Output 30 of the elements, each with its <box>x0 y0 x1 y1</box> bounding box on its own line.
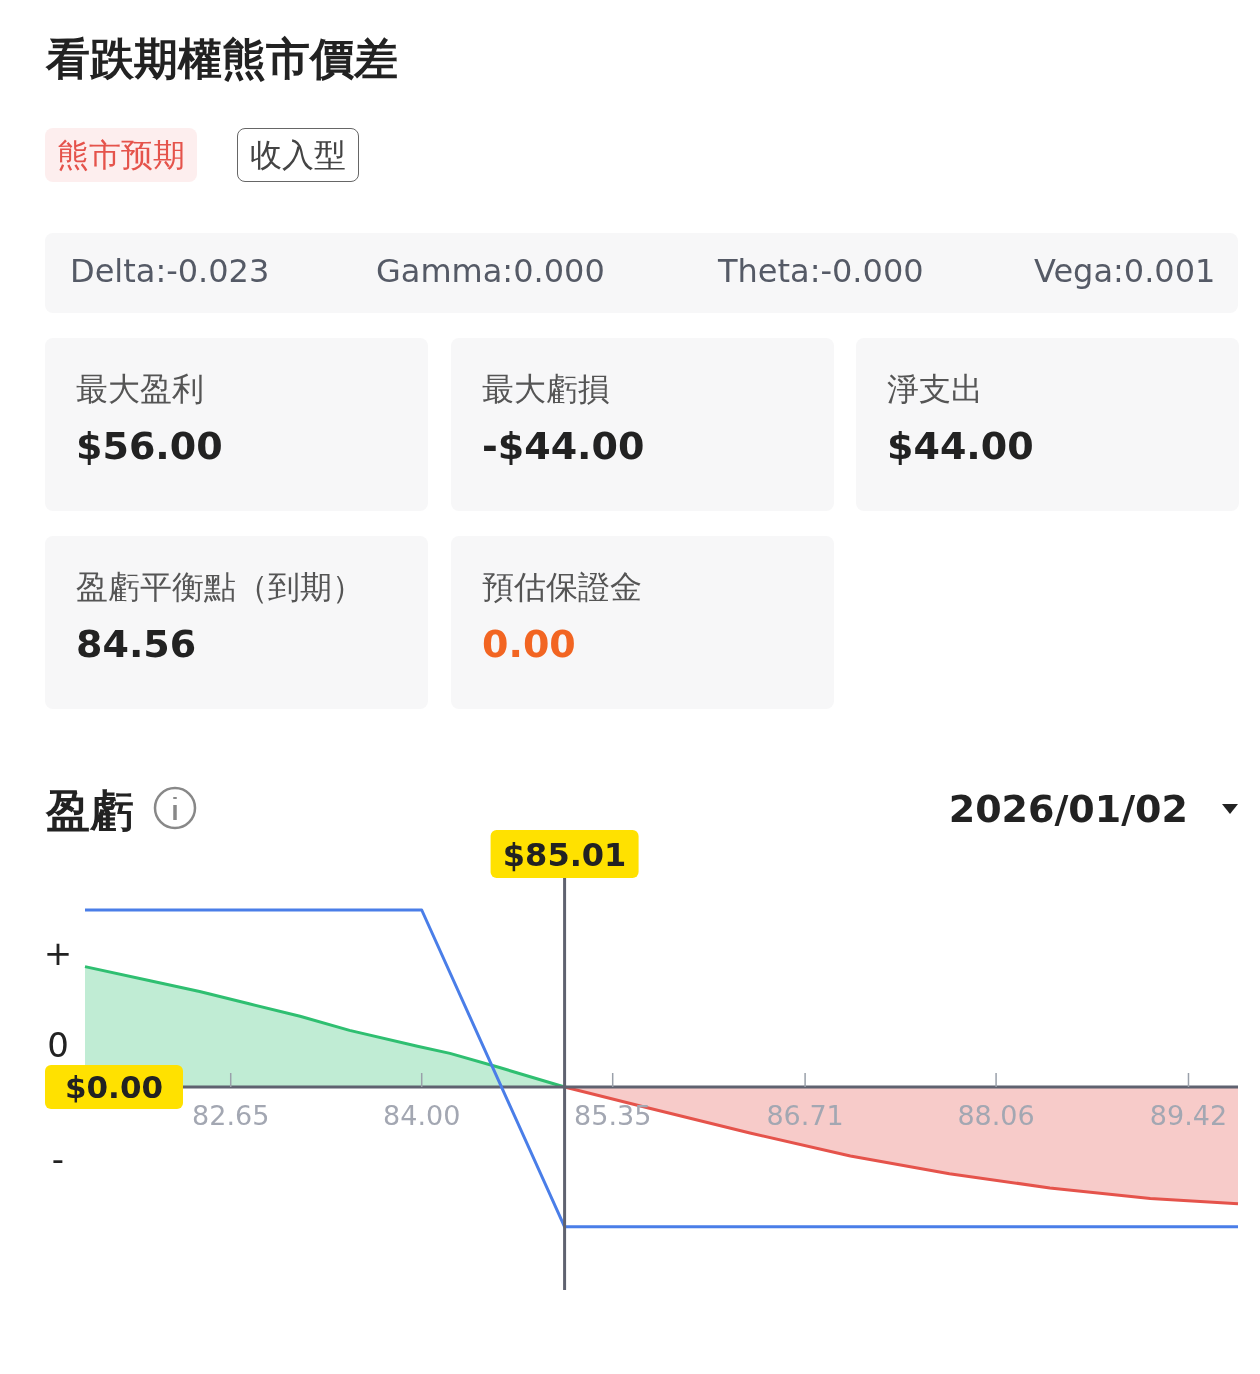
text: + <box>43 933 73 973</box>
ref-line-label: $85.01 <box>502 836 627 874</box>
text: 0.00 <box>482 622 576 666</box>
chart-subtitle: 2026/01/02 <box>948 787 1188 831</box>
text: $44.00 <box>887 424 1034 468</box>
text: 看跌期權熊市價差 <box>46 32 398 86</box>
text: - <box>51 1139 65 1179</box>
text: Vega:0.001 <box>1034 252 1216 290</box>
chart-title: 盈虧 <box>45 785 134 836</box>
text: Gamma:0.000 <box>376 252 605 290</box>
text: $56.00 <box>76 424 223 468</box>
x-tick-label: 82.65 <box>192 1100 270 1131</box>
text: 淨支出 <box>887 369 983 410</box>
text: 0 <box>47 1025 69 1065</box>
text: 預估保證金 <box>482 567 642 608</box>
x-tick-label: 84.00 <box>383 1100 461 1131</box>
text: Delta:-0.023 <box>70 252 270 290</box>
x-tick-label: 86.71 <box>766 1100 844 1131</box>
text: -$44.00 <box>482 424 645 468</box>
x-tick-label: 88.06 <box>957 1100 1035 1131</box>
x-tick-label: 89.42 <box>1149 1100 1228 1131</box>
x-tick-label: 85.35 <box>574 1100 652 1131</box>
text: Theta:-0.000 <box>718 252 924 290</box>
text: 收入型 <box>237 128 359 182</box>
text: 盈虧平衡點（到期） <box>76 567 364 608</box>
text: 最大盈利 <box>76 369 204 410</box>
text: 最大虧損 <box>482 369 610 410</box>
annotation: $0.00 <box>64 1069 164 1105</box>
text: 84.56 <box>76 622 197 666</box>
text: 熊市预期 <box>45 128 197 182</box>
